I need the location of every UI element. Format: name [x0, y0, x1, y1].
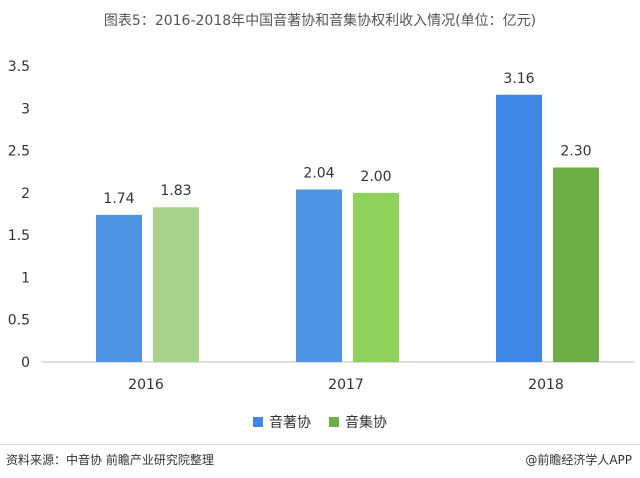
bar-series1-2016: [96, 214, 142, 362]
x-tick-label: 2018: [528, 377, 564, 393]
y-tick-label: 2: [21, 186, 30, 202]
legend-label-series1: 音著协: [269, 415, 311, 431]
bar-chart: 0 0.5 1 1.5 2 2.5 3 3.5 2016 2017 2018 1.74 1.83 2.0…: [8, 59, 635, 393]
y-tick-label: 0.5: [8, 313, 30, 329]
y-tick-label: 3.5: [8, 59, 30, 75]
brand-credit: @前瞻经济学人APP: [525, 453, 632, 467]
data-label: 1.83: [160, 183, 191, 199]
legend: 音著协 音集协: [0, 412, 640, 432]
bar-series1-2017: [296, 189, 342, 362]
x-tick-label: 2017: [328, 377, 364, 393]
source-note: 资料来源：中音协 前瞻产业研究院整理: [6, 453, 214, 467]
legend-item-series2: 音集协: [329, 412, 387, 432]
bar-series2-2016: [153, 207, 199, 362]
data-label: 3.16: [503, 71, 534, 87]
legend-swatch-series1: [253, 417, 263, 427]
legend-item-series1: 音著协: [253, 412, 311, 432]
legend-label-series2: 音集协: [345, 415, 387, 431]
y-tick-label: 3: [21, 101, 30, 117]
y-tick-label: 2.5: [8, 144, 30, 160]
x-tick-label: 2016: [128, 377, 164, 393]
data-label: 2.00: [360, 169, 391, 185]
legend-swatch-series2: [329, 417, 339, 427]
label-layer: 1.74 1.83 2.04 2.00 3.16 2.30: [103, 71, 591, 207]
y-tick-label: 0: [21, 355, 30, 371]
data-label: 2.04: [303, 165, 334, 181]
bar-series2-2017: [353, 192, 399, 362]
bar-series2-2018: [553, 167, 599, 362]
bar-layer: [96, 94, 599, 363]
footer: 资料来源：中音协 前瞻产业研究院整理 @前瞻经济学人APP: [0, 444, 640, 478]
y-tick-label: 1: [21, 270, 30, 286]
data-label: 1.74: [103, 191, 134, 207]
y-tick-label: 1.5: [8, 228, 30, 244]
data-label: 2.30: [560, 143, 591, 159]
chart-title: 图表5：2016-2018年中国音著协和音集协权利收入情况(单位：亿元): [103, 13, 537, 29]
bar-series1-2018: [496, 94, 542, 363]
